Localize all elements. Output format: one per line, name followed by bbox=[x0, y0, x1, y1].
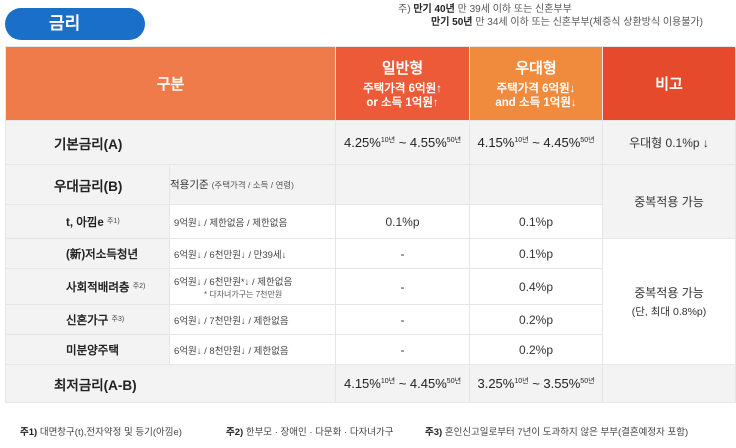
table-row: 사회적배려층 주2) 6억원↓ / 6천만원*↓ / 제한없음 * 다자녀가구는… bbox=[5, 268, 736, 305]
pref-criteria-heading: 적용기준 (주택가격 / 소득 / 연령) bbox=[168, 164, 337, 205]
table-row: t, 아낌e 주1) 9억원↓ / 제한없음 / 제한없음 0.1%p 0.1%… bbox=[5, 204, 736, 239]
header-general: 일반형 주택가격 6억원↑ or 소득 1억원↑ bbox=[335, 46, 471, 121]
table-row-min-rate: 최저금리(A-B) 4.15%10년 ~ 4.45%50년 3.25%10년 ~… bbox=[4, 364, 736, 403]
pref-item-name: 신혼가구 주3) bbox=[5, 304, 170, 335]
table-header-row: 구분 일반형 주택가격 6억원↑ or 소득 1억원↑ 우대형 주택가격 6억원… bbox=[4, 46, 736, 121]
pref-item-preferred: 0.1%p bbox=[469, 204, 604, 239]
header-preferred: 우대형 주택가격 6억원↓ and 소득 1억원↓ bbox=[469, 46, 604, 121]
pref-item-general: - bbox=[335, 304, 471, 335]
table-row-pref-heading: 우대금리(B) 적용기준 (주택가격 / 소득 / 연령) 중복적용 가능 bbox=[5, 164, 736, 239]
min-rate-preferred: 3.25%10년 ~ 3.55%50년 bbox=[469, 364, 604, 403]
pref-item-criteria: 6억원↓ / 6천만원↓ / 만39세↓ bbox=[168, 238, 337, 269]
pref-item-name: 사회적배려층 주2) bbox=[5, 268, 170, 305]
table-row-base-rate: 기본금리(A) 4.25%10년 ~ 4.55%50년 4.15%10년 ~ 4… bbox=[4, 120, 736, 165]
pref-item-preferred: 0.2%p bbox=[469, 334, 604, 365]
note-line-2: 만기 50년 만 34세 이하 또는 신혼부부(체증식 상환방식 이용불가) bbox=[431, 17, 703, 28]
min-rate-label: 최저금리(A-B) bbox=[4, 364, 337, 403]
footnote-1: 주1) 대면창구(t),전자약정 및 등기(아낌e) bbox=[20, 427, 182, 438]
maturity-40-label: 만기 40년 bbox=[413, 4, 455, 15]
pref-item-criteria: 6억원↓ / 7천만원↓ / 제한없음 bbox=[168, 304, 337, 335]
pref-note-2: 중복적용 가능 (단, 최대 0.8%p) bbox=[602, 238, 736, 365]
footnote-2: 주2) 한부모 · 장애인 · 다문화 · 다자녀가구 bbox=[226, 427, 394, 438]
interest-rate-table: 구분 일반형 주택가격 6억원↑ or 소득 1억원↑ 우대형 주택가격 6억원… bbox=[4, 46, 736, 403]
min-rate-note bbox=[602, 364, 736, 403]
header-category: 구분 bbox=[4, 46, 337, 121]
base-rate-note: 우대형 0.1%p ↓ bbox=[602, 120, 736, 165]
pref-item-preferred: 0.2%p bbox=[469, 304, 604, 335]
pref-item-criteria: 6억원↓ / 6천만원*↓ / 제한없음 * 다자녀가구는 7천만원 bbox=[168, 268, 337, 305]
base-rate-preferred: 4.15%10년 ~ 4.45%50년 bbox=[469, 120, 604, 165]
pref-rate-label: 우대금리(B) bbox=[5, 164, 170, 205]
pref-item-general: - bbox=[335, 268, 471, 305]
table-row: (新)저소득청년 6억원↓ / 6천만원↓ / 만39세↓ - 0.1%p 중복… bbox=[5, 238, 736, 365]
pref-item-name: (新)저소득청년 bbox=[5, 238, 170, 269]
pref-item-criteria: 6억원↓ / 8천만원↓ / 제한없음 bbox=[168, 334, 337, 365]
pref-item-preferred: 0.1%p bbox=[469, 238, 604, 269]
min-rate-general: 4.15%10년 ~ 4.45%50년 bbox=[335, 364, 471, 403]
pref-item-name: 미분양주택 bbox=[5, 334, 170, 365]
pref-item-name: t, 아낌e 주1) bbox=[5, 204, 170, 239]
header-note: 비고 bbox=[602, 46, 736, 121]
pref-note-1: 중복적용 가능 bbox=[602, 164, 736, 239]
pref-item-criteria: 9억원↓ / 제한없음 / 제한없음 bbox=[168, 204, 337, 239]
pref-item-preferred: 0.4%p bbox=[469, 268, 604, 305]
footnote-3: 주3) 혼인신고일로부터 7년이 도과하지 않은 부부(결혼예정자 포함) bbox=[425, 427, 689, 438]
pref-item-general: - bbox=[335, 334, 471, 365]
pref-item-general: - bbox=[335, 238, 471, 269]
base-rate-general: 4.25%10년 ~ 4.55%50년 bbox=[335, 120, 471, 165]
base-rate-label: 기본금리(A) bbox=[4, 120, 337, 165]
table-row: 신혼가구 주3) 6억원↓ / 7천만원↓ / 제한없음 - 0.2%p bbox=[5, 304, 736, 335]
note-line-1: 주) 만기 40년 만 39세 이하 또는 신혼부부 bbox=[398, 4, 572, 15]
section-title: 금리 bbox=[5, 8, 145, 40]
pref-item-general: 0.1%p bbox=[335, 204, 471, 239]
top-notes: 주) 만기 40년 만 39세 이하 또는 신혼부부 만기 50년 만 34세 … bbox=[398, 3, 703, 29]
maturity-50-label: 만기 50년 bbox=[431, 17, 473, 28]
